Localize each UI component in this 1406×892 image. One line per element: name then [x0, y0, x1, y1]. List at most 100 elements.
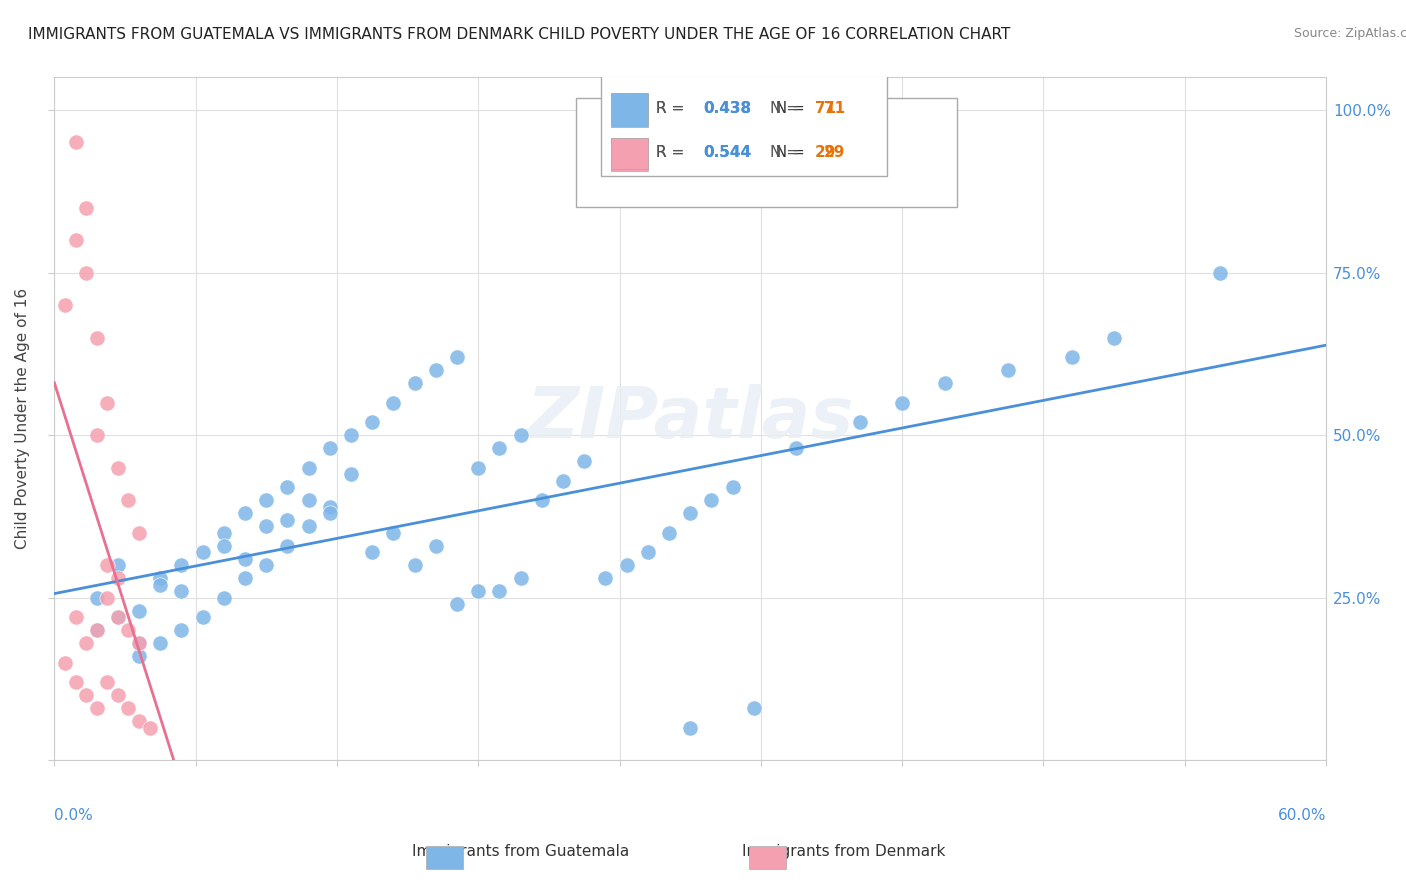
Point	[65, 675, 87, 690]
Text: 60.0%: 60.0%	[1278, 808, 1326, 823]
Text: 0.544: 0.544	[703, 145, 751, 160]
Point	[149, 571, 172, 585]
Text: 71: 71	[815, 101, 837, 116]
Point	[254, 558, 277, 573]
Point	[65, 233, 87, 247]
Point	[138, 721, 160, 735]
Point	[96, 395, 118, 409]
Point	[107, 689, 129, 703]
Text: 29: 29	[815, 145, 837, 160]
Text: R =: R =	[655, 101, 689, 116]
FancyBboxPatch shape	[612, 137, 648, 171]
Point	[530, 493, 553, 508]
Point	[785, 441, 807, 455]
Point	[340, 467, 363, 482]
Point	[425, 539, 447, 553]
Text: 0.544: 0.544	[703, 145, 751, 160]
Point	[254, 493, 277, 508]
Point	[298, 460, 321, 475]
Point	[721, 480, 744, 494]
Text: 0.438: 0.438	[703, 101, 751, 116]
Point	[637, 545, 659, 559]
Point	[700, 493, 723, 508]
Point	[1060, 350, 1083, 364]
Point	[170, 584, 193, 599]
Point	[679, 721, 702, 735]
Point	[128, 714, 150, 729]
Point	[128, 636, 150, 650]
Text: N =: N =	[770, 101, 804, 116]
Point	[233, 506, 256, 520]
Text: IMMIGRANTS FROM GUATEMALA VS IMMIGRANTS FROM DENMARK CHILD POVERTY UNDER THE AGE: IMMIGRANTS FROM GUATEMALA VS IMMIGRANTS …	[28, 27, 1011, 42]
Text: R =: R =	[655, 101, 689, 116]
Point	[117, 624, 139, 638]
Point	[75, 266, 97, 280]
Point	[1102, 330, 1125, 344]
Text: N =: N =	[770, 145, 804, 160]
Point	[891, 395, 914, 409]
Point	[1209, 266, 1232, 280]
Y-axis label: Child Poverty Under the Age of 16: Child Poverty Under the Age of 16	[15, 288, 30, 549]
Point	[574, 454, 596, 468]
Point	[319, 500, 342, 514]
Point	[65, 610, 87, 624]
Point	[446, 350, 468, 364]
FancyBboxPatch shape	[612, 93, 648, 127]
Point	[404, 558, 426, 573]
Point	[96, 675, 118, 690]
Point	[276, 480, 298, 494]
Text: Source: ZipAtlas.com: Source: ZipAtlas.com	[1294, 27, 1406, 40]
Point	[488, 584, 510, 599]
Point	[53, 298, 76, 312]
Point	[276, 539, 298, 553]
Point	[191, 545, 214, 559]
Point	[212, 591, 235, 605]
Text: R =: R =	[655, 145, 689, 160]
Point	[382, 525, 405, 540]
Point	[96, 558, 118, 573]
Point	[96, 591, 118, 605]
Point	[934, 376, 956, 391]
Point	[848, 415, 870, 429]
Point	[276, 513, 298, 527]
Point	[509, 428, 531, 442]
Point	[191, 610, 214, 624]
Point	[212, 539, 235, 553]
Point	[404, 376, 426, 391]
Point	[107, 610, 129, 624]
Point	[117, 701, 139, 715]
Point	[86, 701, 108, 715]
Point	[128, 525, 150, 540]
Point	[128, 649, 150, 664]
Point	[742, 701, 765, 715]
Text: N =: N =	[766, 101, 810, 116]
Point	[233, 551, 256, 566]
Text: Immigrants from Guatemala: Immigrants from Guatemala	[412, 845, 628, 859]
Point	[467, 584, 489, 599]
Point	[551, 474, 574, 488]
Point	[382, 395, 405, 409]
Point	[86, 591, 108, 605]
Point	[679, 506, 702, 520]
Point	[86, 624, 108, 638]
Text: Immigrants from Denmark: Immigrants from Denmark	[742, 845, 945, 859]
Point	[509, 571, 531, 585]
Point	[446, 597, 468, 611]
Point	[319, 441, 342, 455]
Point	[361, 545, 384, 559]
Text: 0.0%: 0.0%	[55, 808, 93, 823]
Point	[658, 525, 681, 540]
Point	[170, 558, 193, 573]
Point	[319, 506, 342, 520]
Point	[254, 519, 277, 533]
Point	[467, 460, 489, 475]
Text: 0.438: 0.438	[703, 101, 751, 116]
Point	[75, 201, 97, 215]
FancyBboxPatch shape	[612, 93, 648, 125]
Text: 29: 29	[824, 145, 845, 160]
Point	[233, 571, 256, 585]
Text: R =: R =	[655, 145, 689, 160]
Point	[595, 571, 617, 585]
Point	[149, 578, 172, 592]
Point	[107, 571, 129, 585]
